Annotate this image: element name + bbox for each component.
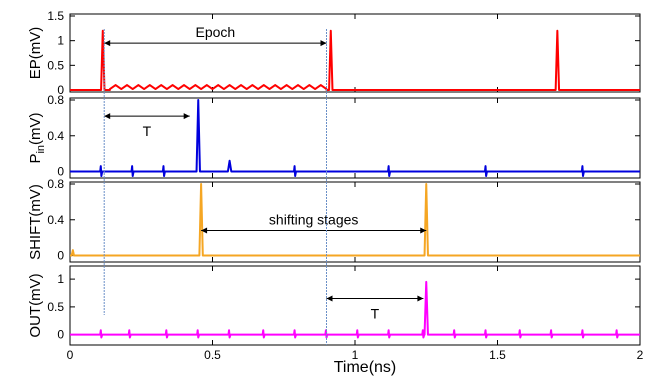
ep-ytick-label: 1.5 bbox=[47, 9, 64, 23]
shift-ytick-label: 0.4 bbox=[47, 213, 64, 227]
out-ytick-label: 0 bbox=[57, 328, 64, 342]
ep-annotation-label: Epoch bbox=[195, 24, 235, 40]
x-tick-label: 2 bbox=[637, 348, 644, 362]
shift-y-axis-label: SHIFT(mV) bbox=[27, 184, 44, 260]
ep-frame bbox=[69, 13, 641, 93]
ep-y-axis-label: EP(mV) bbox=[27, 27, 44, 80]
out-ytick-label: 0.5 bbox=[47, 300, 64, 314]
x-axis-label: Time(ns) bbox=[334, 359, 397, 376]
out-arrow-head-left bbox=[326, 295, 333, 302]
ep-arrow-head-left bbox=[104, 40, 111, 47]
pin-annotation: T bbox=[104, 113, 190, 139]
x-tick-label: 1.5 bbox=[489, 348, 506, 362]
x-tick-label: 0.5 bbox=[204, 348, 221, 362]
out-series-line bbox=[70, 280, 640, 339]
ep-series-line bbox=[70, 29, 640, 91]
out-arrow-head-right bbox=[417, 295, 424, 302]
x-axis: 0 0.5 1 1.5 2 bbox=[67, 348, 644, 362]
shift-ytick-label: 0.8 bbox=[47, 177, 64, 191]
out-annotation-label: T bbox=[371, 306, 380, 322]
out-frame bbox=[69, 265, 641, 346]
pin-ytick-label: 0 bbox=[57, 165, 64, 179]
guide-lines-layer bbox=[103, 29, 327, 345]
pin-arrow-head-right bbox=[183, 113, 190, 120]
shift-series-line bbox=[70, 183, 640, 257]
out-annotation: T bbox=[326, 295, 424, 322]
ep-arrow-head-right bbox=[320, 40, 327, 47]
shift-arrow-head-right bbox=[420, 227, 427, 234]
ep-annotation: Epoch bbox=[104, 24, 327, 47]
shift-annotation: shifting stages bbox=[201, 211, 427, 234]
pin-annotation-label: T bbox=[143, 123, 152, 139]
ep-ytick-label: 1 bbox=[57, 34, 64, 48]
x-tick-label: 0 bbox=[67, 348, 74, 362]
pin-ytick-label: 0.8 bbox=[47, 93, 64, 107]
pin-y-axis-label: Pin(mV) bbox=[27, 112, 47, 163]
ep-ytick-label: 0 bbox=[57, 83, 64, 97]
shift-ytick-label: 0 bbox=[57, 249, 64, 263]
x-tick-label: 1 bbox=[352, 348, 359, 362]
pin-ytick-label: 0.4 bbox=[47, 129, 64, 143]
ep-ytick-label: 0.5 bbox=[47, 58, 64, 72]
out-ytick-label: 1 bbox=[57, 272, 64, 286]
out-y-axis-label: OUT(mV) bbox=[27, 273, 44, 337]
pin-frame bbox=[69, 97, 641, 179]
pin-arrow-head-left bbox=[104, 113, 111, 120]
panel-ep: 0 0.5 1 1.5EP(mV) Epoch bbox=[27, 9, 641, 97]
shift-arrow-head-left bbox=[201, 227, 208, 234]
shift-annotation-label: shifting stages bbox=[269, 211, 359, 227]
pin-series-line bbox=[70, 99, 640, 177]
panel-out: 0 0.5 1 OUT(mV) T bbox=[27, 265, 641, 346]
